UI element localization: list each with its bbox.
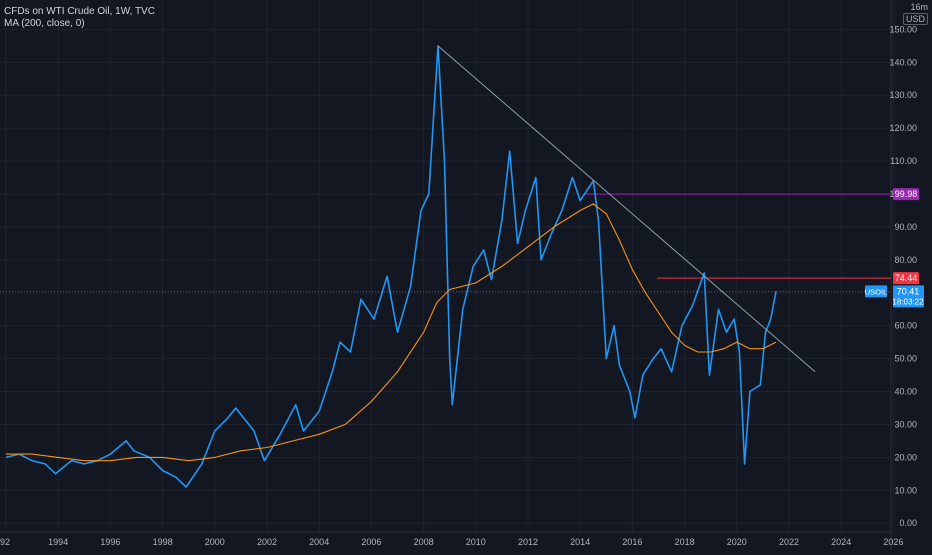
x-tick-label: 2022 bbox=[779, 537, 799, 547]
x-tick-label: 2000 bbox=[205, 537, 225, 547]
y-tick-label: 120.00 bbox=[889, 123, 917, 133]
symbol-title[interactable]: CFDs on WTI Crude Oil, 1W, TVC bbox=[4, 6, 155, 17]
symbol-badge-label: USOIL bbox=[865, 287, 888, 296]
last-price-value: 70.41 bbox=[897, 286, 920, 296]
horizontal-levels[interactable] bbox=[0, 193, 891, 292]
level-price-badge bbox=[893, 188, 919, 201]
x-tick-label: 2010 bbox=[466, 537, 486, 547]
y-tick-label: 50.00 bbox=[894, 354, 917, 364]
x-tick-label: 1998 bbox=[153, 537, 173, 547]
grid bbox=[0, 0, 894, 532]
x-tick-label: 2026 bbox=[883, 537, 903, 547]
bar-countdown: 18:03:22 bbox=[892, 297, 924, 306]
x-tick-label: 1996 bbox=[100, 537, 120, 547]
y-tick-label: 20.00 bbox=[894, 452, 917, 462]
x-tick-label: 2002 bbox=[257, 537, 277, 547]
last-price-badge bbox=[893, 285, 924, 308]
indicator-label[interactable]: MA (200, close, 0) bbox=[4, 18, 85, 29]
time-axis[interactable]: 92 1994 1996 1998 2000 2002 2004 2006 2008 2010 20… bbox=[0, 537, 903, 547]
x-tick-label: 92 bbox=[0, 537, 10, 547]
y-tick-label: 110.00 bbox=[890, 156, 917, 166]
price-series-line bbox=[5, 45, 777, 488]
y-tick-label: 0.00 bbox=[899, 518, 917, 528]
level-price-label: 99.98 bbox=[895, 189, 918, 199]
x-tick-label: 2008 bbox=[414, 537, 434, 547]
trendline-layer[interactable] bbox=[437, 45, 816, 373]
y-tick-label: 80.00 bbox=[894, 255, 917, 265]
x-tick-label: 2014 bbox=[570, 537, 590, 547]
ma-series-line bbox=[6, 203, 777, 462]
series-layer bbox=[5, 45, 777, 488]
y-tick-label: 140.00 bbox=[889, 57, 917, 67]
y-tick-label: 30.00 bbox=[894, 419, 917, 429]
y-tick-label: 10.00 bbox=[894, 485, 917, 495]
scale-multiplier: 16m bbox=[910, 2, 928, 12]
x-tick-label: 2004 bbox=[309, 537, 329, 547]
x-tick-label: 2016 bbox=[622, 537, 642, 547]
x-tick-label: 2006 bbox=[361, 537, 381, 547]
y-tick-label: 40.00 bbox=[894, 387, 917, 397]
x-tick-label: 2012 bbox=[518, 537, 538, 547]
y-tick-label: 60.00 bbox=[894, 321, 917, 331]
y-tick-label: 150.00 bbox=[889, 24, 917, 34]
x-tick-label: 2018 bbox=[675, 537, 695, 547]
x-tick-label: 1994 bbox=[48, 537, 68, 547]
symbol-badge[interactable] bbox=[865, 285, 887, 298]
currency-badge[interactable]: USD bbox=[902, 13, 928, 25]
y-tick-label: 90.00 bbox=[894, 222, 917, 232]
chart-legend[interactable]: CFDs on WTI Crude Oil, 1W, TVC MA (200, … bbox=[4, 6, 155, 30]
y-tick-label: 130.00 bbox=[889, 90, 917, 100]
level-price-label: 74.44 bbox=[895, 273, 918, 283]
trendline[interactable] bbox=[437, 45, 816, 373]
scale-unit: 16m USD bbox=[902, 2, 928, 25]
level-price-badge bbox=[893, 272, 919, 285]
x-tick-label: 2024 bbox=[831, 537, 851, 547]
x-tick-label: 2020 bbox=[727, 537, 747, 547]
